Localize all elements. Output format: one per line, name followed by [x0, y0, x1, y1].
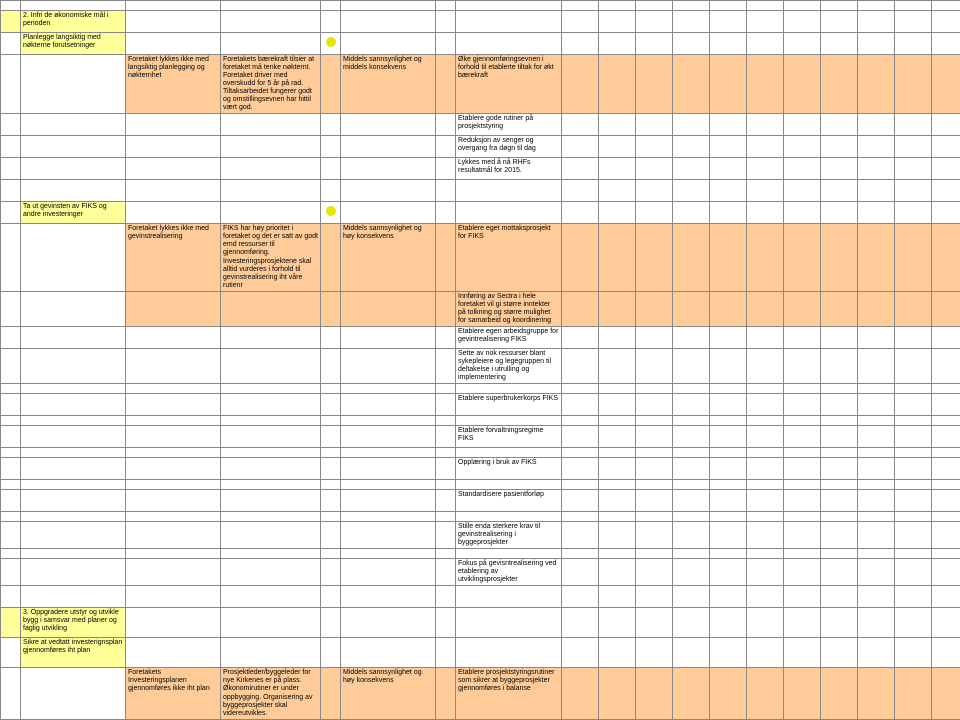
- action-cell: Innføring av Sectra i hele foretaket vil…: [456, 291, 562, 326]
- table-row: [1, 480, 960, 490]
- table-row: [1, 549, 960, 559]
- table-row: Etablere forvaltningsregime FIKS: [1, 426, 960, 448]
- section-header: 3. Oppgradere utstyr og utvikle bygg i s…: [21, 608, 126, 638]
- table-row: Etablere egen arbeidsgruppe for gevintre…: [1, 326, 960, 348]
- risk-cell: Foretakets Investeringsplanen gjennomfør…: [126, 668, 221, 719]
- goal-label: Sikre at vedtatt investerignsplan gjenno…: [21, 638, 126, 668]
- section-header: 2. Infri de økonomiske mål i perioden: [21, 11, 126, 33]
- table-row: Sette av nok ressurser blant sykepleiere…: [1, 348, 960, 383]
- desc-cell: Foretakets bærekraft tilsier at foretake…: [221, 55, 321, 114]
- goal-label: Ta ut gevinsten av FIKS og andre investe…: [21, 202, 126, 224]
- action-cell: Etablere gode rutiner på prosjektstyring: [456, 114, 562, 136]
- table-row: Opplæring i bruk av FIKS: [1, 458, 960, 480]
- status-dot-icon: [326, 37, 336, 47]
- table-row: [1, 448, 960, 458]
- table-row: Foretaket lykkes ikke med langsiktig pla…: [1, 55, 960, 114]
- table-row: Etablere superbrukerkorps FIKS: [1, 394, 960, 416]
- prob-cell: Middels sannsynlighet og middels konsekv…: [341, 55, 436, 114]
- table-row: 2. Infri de økonomiske mål i perioden: [1, 11, 960, 33]
- action-cell: Etablere egen arbeidsgruppe for gevintre…: [456, 326, 562, 348]
- table-row: [1, 1, 960, 11]
- prob-cell: Middels sannsynlighet og høy konsekvens: [341, 224, 436, 291]
- action-cell: Øke gjennomføringsevnen i forhold til et…: [456, 55, 562, 114]
- table-row: Foretakets Investeringsplanen gjennomfør…: [1, 668, 960, 719]
- action-cell: Reduksjon av senger og overgang fra døgn…: [456, 136, 562, 158]
- action-cell: Sette av nok ressurser blant sykepleiere…: [456, 348, 562, 383]
- action-cell: Stille enda sterkere krav til gevinstrea…: [456, 522, 562, 549]
- desc-cell: Prosjektleder/byggeleder for nye Kirkene…: [221, 668, 321, 719]
- action-cell: Lykkes med å nå RHFs resultatmål for 201…: [456, 158, 562, 180]
- action-cell: Opplæring i bruk av FIKS: [456, 458, 562, 480]
- table-row: Ta ut gevinsten av FIKS og andre investe…: [1, 202, 960, 224]
- action-cell: Fokus på gevisntrealisering ved etableri…: [456, 559, 562, 586]
- table-row: Etablere gode rutiner på prosjektstyring: [1, 114, 960, 136]
- table-row: [1, 512, 960, 522]
- table-row: [1, 384, 960, 394]
- risk-cell: Foretaket lykkes ikke med gevinstrealise…: [126, 224, 221, 291]
- table-row: Reduksjon av senger og overgang fra døgn…: [1, 136, 960, 158]
- table-row: Stille enda sterkere krav til gevinstrea…: [1, 522, 960, 549]
- table-row: [1, 416, 960, 426]
- action-cell: Etablere prosjektstyringsrutiner som sik…: [456, 668, 562, 719]
- risk-cell: Foretaket lykkes ikke med langsiktig pla…: [126, 55, 221, 114]
- status-dot-icon: [326, 206, 336, 216]
- action-cell: Standardisere pasientforløp: [456, 490, 562, 512]
- desc-cell: FIKS har høy prioritet i foretaket og de…: [221, 224, 321, 291]
- table-row: 3. Oppgradere utstyr og utvikle bygg i s…: [1, 608, 960, 638]
- table-row: Innføring av Sectra i hele foretaket vil…: [1, 291, 960, 326]
- action-cell: Etablere eget mottaksprosjekt for FIKS: [456, 224, 562, 291]
- action-cell: Etablere forvaltningsregime FIKS: [456, 426, 562, 448]
- table-row: Standardisere pasientforløp: [1, 490, 960, 512]
- table-row: Lykkes med å nå RHFs resultatmål for 201…: [1, 158, 960, 180]
- table-row: Fokus på gevisntrealisering ved etableri…: [1, 559, 960, 586]
- prob-cell: Middels sannsynlighet og høy konsekvens: [341, 668, 436, 719]
- table-row: Foretaket lykkes ikke med gevinstrealise…: [1, 224, 960, 291]
- table-row: Planlegge langsiktig med nøkterne foruts…: [1, 33, 960, 55]
- table-row: [1, 180, 960, 202]
- goal-label: Planlegge langsiktig med nøkterne foruts…: [21, 33, 126, 55]
- spreadsheet-table: 2. Infri de økonomiske mål i perioden Pl…: [0, 0, 960, 720]
- table-row: Sikre at vedtatt investerignsplan gjenno…: [1, 638, 960, 668]
- action-cell: Etablere superbrukerkorps FIKS: [456, 394, 562, 416]
